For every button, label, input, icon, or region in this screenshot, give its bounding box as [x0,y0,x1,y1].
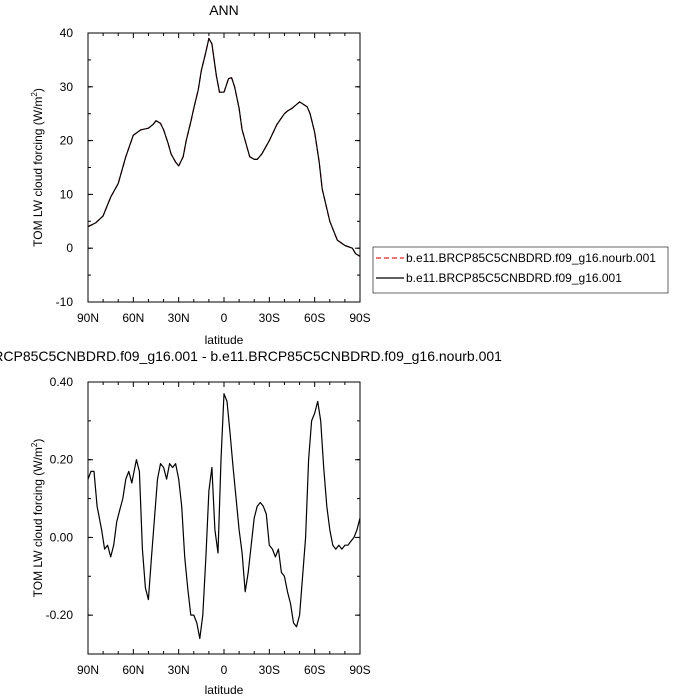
x-tick-label: 90S [349,663,370,677]
y-axis-label-main: TOM LW cloud forcing (W/m [31,97,45,247]
x-tick-label: 30S [259,311,280,325]
x-tick-label: 0 [221,663,228,677]
y-tick-label: 10 [60,187,74,201]
y-axis-label: TOM LW cloud forcing (W/m2) [30,88,45,247]
x-tick-label: 60N [122,663,144,677]
legend-label-1: b.e11.BRCP85C5CNBDRD.f09_g16.nourb.001 [406,251,656,265]
y-tick-label: 40 [60,26,74,40]
y-tick-label: -10 [56,295,74,309]
series-line-1 [87,393,361,640]
legend-box [372,246,669,294]
x-axis-label: latitude [205,683,244,697]
x-tick-label: 60S [304,663,325,677]
y-axis-label-close: ) [31,439,45,443]
chart-title: b.e11.BRCP85C5CNBDRD.f09_g16.001 - b.e11… [0,348,502,364]
y-tick-label: 0.40 [50,375,74,389]
x-tick-label: 30S [259,663,280,677]
y-tick-label: 30 [60,80,74,94]
y-axis-label-superscript: 2 [30,92,39,97]
legend-label-2: b.e11.BRCP85C5CNBDRD.f09_g16.001 [406,271,622,285]
y-tick-label: 0.00 [50,530,74,544]
chart-1: ANN 90N 60N 30N 0 30S 60S 90S 40 30 20 10 0 -10 latitu… [30,2,669,347]
y-axis-label-close: ) [31,88,45,92]
y-tick-label: -0.20 [46,608,74,622]
chart-title: ANN [209,2,239,18]
y-axis-label-superscript: 2 [30,442,39,447]
x-tick-label: 60N [122,311,144,325]
x-tick-label: 90N [77,311,99,325]
plot-frame [87,381,361,655]
y-axis-label-main: TOM LW cloud forcing (W/m [31,447,45,597]
series-line-2 [87,37,361,257]
legend: b.e11.BRCP85C5CNBDRD.f09_g16.nourb.001 b.… [372,246,669,294]
y-tick-label: 0.20 [50,453,74,467]
x-tick-label: 90S [349,311,370,325]
y-tick-label: 20 [60,134,74,148]
x-tick-label: 30N [168,663,190,677]
x-tick-label: 30N [168,311,190,325]
x-tick-label: 60S [304,311,325,325]
y-tick-label: 0 [66,241,73,255]
x-tick-label: 90N [77,663,99,677]
x-axis-label: latitude [205,333,244,347]
y-axis-label: TOM LW cloud forcing (W/m2) [30,439,45,598]
chart-2: b.e11.BRCP85C5CNBDRD.f09_g16.001 - b.e11… [0,348,502,697]
x-tick-label: 0 [221,311,228,325]
